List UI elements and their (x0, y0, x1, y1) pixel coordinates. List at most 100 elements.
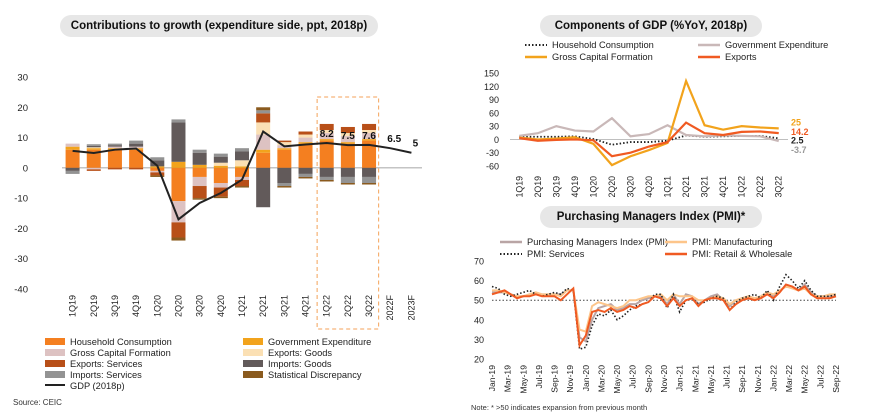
bar-segment-stat_disc (362, 183, 377, 185)
series-line-retail (491, 283, 837, 349)
bar-segment-exp_services (150, 172, 165, 176)
legend-label: GDP (2018p) (70, 381, 125, 391)
bar-segment-imp_goods (171, 122, 186, 162)
bar-segment-gcf (362, 133, 377, 140)
y-tick-label: 70 (474, 257, 484, 267)
bar-segment-imp_services (362, 176, 377, 183)
bar-segment-imp_goods (192, 152, 207, 165)
x-tick-label: 2Q19 (533, 176, 543, 198)
legend-label: Household Consumption (552, 40, 654, 50)
x-tick-label: 3Q22 (774, 176, 784, 198)
x-tick-label: Mar-19 (503, 365, 513, 392)
end-label: 14.2 (791, 127, 809, 137)
bar-segment-exp_goods (86, 147, 101, 149)
bar-segment-gcf (107, 146, 122, 149)
legend-label: Statistical Discrepancy (268, 370, 362, 380)
y-tick-label: 20 (474, 355, 484, 365)
y-tick-label: 90 (489, 95, 499, 105)
legend-swatch-imp_goods (243, 360, 263, 367)
bar-segment-imp_goods (213, 156, 228, 163)
y-tick-label: 20 (17, 103, 28, 114)
x-tick-label: 2Q22 (343, 295, 353, 317)
bar-segment-imp_services (319, 176, 334, 180)
legend-swatch-gov (243, 338, 263, 345)
pmi-note: Note: * >50 indicates expansion from pre… (471, 403, 648, 412)
legend-label: PMI: Services (527, 249, 585, 259)
x-tick-label: Sep-22 (831, 365, 841, 393)
y-tick-label: 150 (484, 69, 499, 79)
bar-segment-gcf (213, 183, 228, 188)
bar-segment-household (86, 149, 101, 168)
y-tick-label: -30 (14, 254, 28, 265)
x-tick-label: Jul-22 (815, 365, 825, 389)
x-tick-label: 1Q21 (663, 176, 673, 198)
y-tick-label: 30 (489, 122, 499, 132)
x-tick-label: 3Q19 (551, 176, 561, 198)
x-tick-label: 2Q20 (173, 295, 183, 317)
y-tick-label: -20 (14, 224, 28, 235)
source-note: Source: CEIC (13, 398, 62, 407)
x-tick-label: Sep-21 (737, 365, 747, 393)
bar-segment-imp_services (213, 153, 228, 157)
bar-segment-imp_services (298, 173, 313, 177)
bar-segment-gcf (129, 146, 144, 149)
x-tick-label: 1Q20 (152, 295, 162, 317)
gdp-data-label: 6.5 (387, 134, 401, 145)
gdp-data-label: 7.5 (341, 131, 355, 142)
bar-segment-gcf (298, 137, 313, 143)
pmi-chart: Purchasing Managers Index (PMI) PMI: Manu… (474, 237, 841, 394)
bar-segment-household (150, 167, 165, 171)
bar-segment-household (129, 149, 144, 168)
bar-segment-imp_services (171, 119, 186, 123)
y-tick-label: 40 (474, 315, 484, 325)
x-tick-label: Jan-20 (581, 365, 591, 391)
bar-segment-exp_services (86, 169, 101, 171)
left-chart-title: Contributions to growth (expenditure sid… (60, 15, 378, 37)
series-line-gcf (519, 77, 779, 167)
y-tick-label: 30 (474, 335, 484, 345)
legend-label: Exports: Goods (268, 348, 332, 358)
contributions-chart: 30 20 10 0 -10 -20 -30 -40 8.2 7.5 7.6 6.5 5 1Q19 2Q19… (14, 73, 422, 391)
bar-segment-imp_goods (235, 151, 249, 161)
y-tick-label: -10 (14, 194, 28, 205)
x-tick-label: 1Q19 (68, 295, 78, 317)
end-label: 2.5 (791, 135, 804, 145)
bar-segment-exp_services (107, 167, 122, 170)
legend-label: PMI: Retail & Wholesale (692, 249, 792, 259)
bar-segment-imp_services (107, 143, 122, 146)
y-tick-label: -40 (14, 285, 28, 296)
bar-segment-gov (340, 142, 355, 144)
x-tick-label: Nov-21 (753, 365, 763, 393)
bar-segment-gcf (340, 136, 355, 143)
bar-segment-gcf (86, 167, 101, 170)
bar-segment-gcf (65, 143, 80, 147)
bar-segment-stat_disc (256, 107, 271, 111)
gdp-data-label: 7.6 (362, 131, 376, 142)
bar-segment-imp_services (86, 144, 101, 146)
legend-swatch-exp_services (45, 360, 65, 367)
bar-segment-imp_services (150, 157, 165, 161)
bar-segment-household (65, 149, 80, 168)
bar-segment-imp_goods (340, 167, 355, 177)
bar-segment-stat_disc (319, 179, 334, 182)
x-tick-label: 3Q20 (195, 295, 205, 317)
bar-segment-exp_goods (213, 162, 228, 166)
bar-segment-gov (256, 149, 271, 153)
bar-segment-exp_services (319, 123, 334, 130)
x-tick-label: 2Q21 (681, 176, 691, 198)
y-tick-label: -30 (486, 148, 499, 158)
x-tick-label: Mar-20 (596, 365, 606, 392)
gdp-components-title: Components of GDP (%YoY, 2018p) (540, 15, 762, 37)
x-tick-label: Nov-20 (659, 365, 669, 393)
legend-swatch-household (45, 338, 65, 345)
bar-segment-exp_services (171, 222, 186, 238)
highlight-box (316, 96, 380, 330)
x-tick-label: 3Q22 (364, 295, 374, 317)
x-tick-label: 4Q21 (301, 295, 311, 317)
bar-segment-household (213, 167, 228, 183)
bar-segment-gov (362, 139, 377, 141)
gdp-line (72, 129, 412, 221)
x-tick-label: 4Q20 (644, 176, 654, 198)
legend-label: Gross Capital Formation (70, 348, 171, 358)
bar-segment-household (192, 167, 207, 177)
